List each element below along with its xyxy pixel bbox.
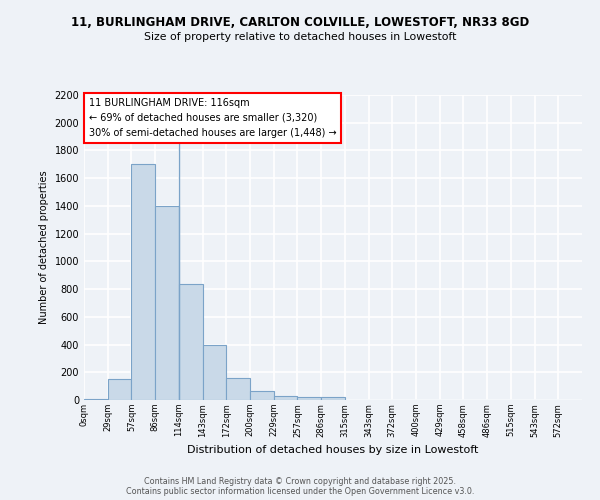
Bar — [155, 206, 179, 400]
Bar — [321, 396, 345, 400]
Bar — [108, 379, 131, 400]
Bar — [131, 164, 155, 400]
Bar — [84, 398, 108, 400]
Bar — [250, 391, 274, 400]
Text: Size of property relative to detached houses in Lowestoft: Size of property relative to detached ho… — [144, 32, 456, 42]
Bar — [179, 284, 203, 400]
Text: 11 BURLINGHAM DRIVE: 116sqm
← 69% of detached houses are smaller (3,320)
30% of : 11 BURLINGHAM DRIVE: 116sqm ← 69% of det… — [89, 98, 337, 138]
Text: Contains public sector information licensed under the Open Government Licence v3: Contains public sector information licen… — [126, 487, 474, 496]
Text: 11, BURLINGHAM DRIVE, CARLTON COLVILLE, LOWESTOFT, NR33 8GD: 11, BURLINGHAM DRIVE, CARLTON COLVILLE, … — [71, 16, 529, 29]
Y-axis label: Number of detached properties: Number of detached properties — [39, 170, 49, 324]
Bar — [226, 378, 250, 400]
Text: Contains HM Land Registry data © Crown copyright and database right 2025.: Contains HM Land Registry data © Crown c… — [144, 477, 456, 486]
Bar — [203, 344, 226, 400]
Bar — [298, 396, 321, 400]
X-axis label: Distribution of detached houses by size in Lowestoft: Distribution of detached houses by size … — [187, 445, 479, 455]
Bar — [274, 396, 298, 400]
